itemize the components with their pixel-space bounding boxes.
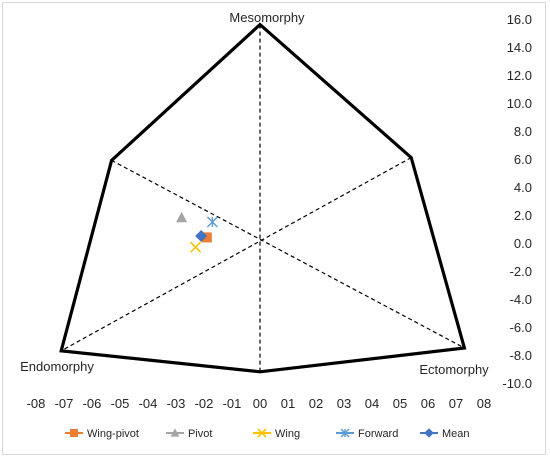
legend-label-pivot: Pivot xyxy=(188,428,212,440)
legend-marker-mean xyxy=(424,428,434,438)
data-point-pivot xyxy=(176,211,188,223)
x-tick-label: 05 xyxy=(393,396,407,411)
legend: Wing-pivot Pivot Wing Forward Mean xyxy=(65,428,470,440)
data-point-wing-pivot xyxy=(201,232,212,243)
y-tick-label: 10.0 xyxy=(507,96,532,111)
legend-label-wing-pivot: Wing-pivot xyxy=(87,428,139,440)
legend-label-mean: Mean xyxy=(442,428,470,440)
x-tick-label: 03 xyxy=(337,396,351,411)
x-tick-label: -08 xyxy=(27,396,46,411)
vertex-label-endomorphy: Endomorphy xyxy=(20,359,94,374)
x-tick-label: -03 xyxy=(167,396,186,411)
y-tick-label: 14.0 xyxy=(507,40,532,55)
y-tick-label: -2.0 xyxy=(510,264,532,279)
x-tick-label: 02 xyxy=(309,396,323,411)
x-tick-label: 01 xyxy=(281,396,295,411)
y-tick-label: 8.0 xyxy=(514,124,532,139)
legend-label-forward: Forward xyxy=(358,428,398,440)
legend-marker-pivot xyxy=(170,428,180,437)
x-tick-label: 08 xyxy=(477,396,491,411)
y-tick-label: 6.0 xyxy=(514,152,532,167)
y-axis-ticks: 16.0 14.0 12.0 10.0 8.0 6.0 4.0 2.0 0.0 -2.0 -4.0 -… xyxy=(502,12,532,391)
somatochart-outline xyxy=(59,22,467,374)
data-point-mean xyxy=(195,230,208,242)
legend-marker-forward xyxy=(340,428,350,438)
x-tick-label: -04 xyxy=(139,396,158,411)
y-tick-label: -8.0 xyxy=(510,348,532,363)
legend-marker-wing xyxy=(257,428,267,438)
x-tick-label: -05 xyxy=(111,396,130,411)
x-tick-label: -01 xyxy=(223,396,242,411)
reference-line xyxy=(111,159,465,349)
somatochart-outline-path xyxy=(59,22,467,374)
x-tick-label: 00 xyxy=(253,396,267,411)
legend-marker-wing-pivot xyxy=(70,429,78,437)
y-tick-label: 2.0 xyxy=(514,208,532,223)
data-point-wing xyxy=(190,241,202,253)
reference-line xyxy=(60,157,412,352)
x-tick-label: -07 xyxy=(55,396,74,411)
y-tick-label: 4.0 xyxy=(514,180,532,195)
x-tick-label: 04 xyxy=(365,396,379,411)
x-tick-label: -06 xyxy=(83,396,102,411)
y-tick-label: -6.0 xyxy=(510,320,532,335)
data-points xyxy=(176,211,218,253)
y-tick-label: -4.0 xyxy=(510,292,532,307)
y-tick-label: 12.0 xyxy=(507,68,532,83)
x-tick-label: 06 xyxy=(421,396,435,411)
reference-lines xyxy=(60,24,465,372)
x-tick-label: 07 xyxy=(449,396,463,411)
x-axis-ticks: -08 -07 -06 -05 -04 -03 -02 -01 00 01 02 03 04 05 06 07… xyxy=(27,396,492,411)
y-tick-label: -10.0 xyxy=(502,376,532,391)
data-point-forward xyxy=(206,216,218,228)
vertex-label-mesomorphy: Mesomorphy xyxy=(229,10,305,25)
y-tick-label: 0.0 xyxy=(514,236,532,251)
vertex-label-ectomorphy: Ectomorphy xyxy=(419,362,489,377)
x-tick-label: -02 xyxy=(195,396,214,411)
y-tick-label: 16.0 xyxy=(507,12,532,27)
legend-label-wing: Wing xyxy=(275,428,300,440)
